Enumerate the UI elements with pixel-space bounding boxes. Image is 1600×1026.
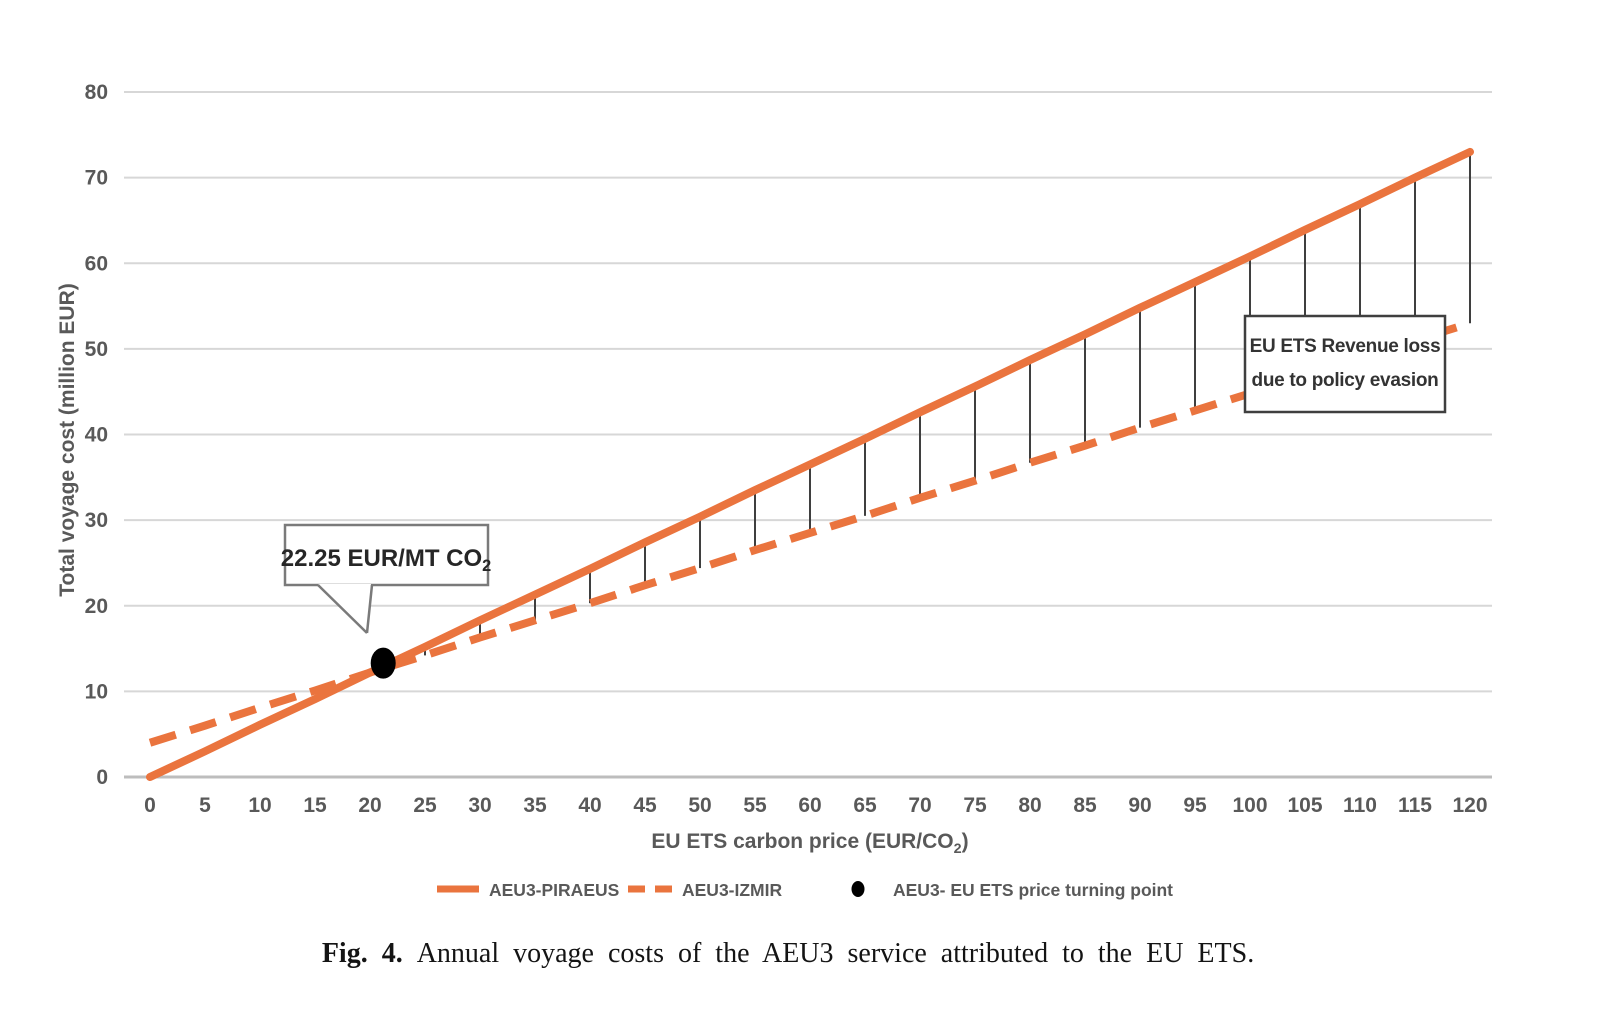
revenue-loss-box (1243, 314, 1447, 414)
y-tick-label: 10 (85, 680, 108, 703)
x-tick-label: 15 (303, 794, 327, 817)
price-callout-box (283, 523, 490, 587)
x-tick-label: 10 (248, 794, 271, 817)
x-tick-label: 20 (358, 794, 381, 817)
x-tick-label: 80 (1018, 794, 1041, 817)
x-tick-label: 90 (1128, 794, 1151, 817)
y-tick-label: 70 (85, 167, 108, 190)
x-tick-label: 55 (743, 794, 767, 817)
turning-point-dot (370, 647, 396, 679)
y-tick-label: 40 (85, 424, 108, 447)
x-axis-title: EU ETS carbon price (EUR/CO2) (651, 830, 968, 857)
x-tick-label: 45 (633, 794, 657, 817)
x-tick-label: 120 (1452, 794, 1487, 817)
price-callout-tail-fill (318, 584, 371, 631)
x-tick-label: 35 (523, 794, 547, 817)
revenue-loss-box-line1: EU ETS Revenue loss (1250, 336, 1441, 357)
figure-caption: Fig. 4. Annual voyage costs of the AEU3 s… (0, 938, 1588, 970)
x-tick-label: 60 (798, 794, 821, 817)
figure-caption-label: Fig. 4. (321, 938, 403, 969)
y-tick-label: 0 (96, 766, 108, 789)
x-tick-label: 30 (468, 794, 491, 817)
x-tick-label: 0 (144, 794, 156, 817)
chart-canvas: 0 10 20 30 40 50 60 70 80 0 5 10 15 20 25 30 35 40 45 50 55 6… (56, 81, 1492, 900)
x-tick-label: 85 (1073, 794, 1097, 817)
y-axis-title: Total voyage cost (million EUR) (56, 283, 79, 596)
price-callout-tail-edge (365, 584, 374, 634)
x-tick-label: 25 (413, 794, 437, 817)
x-tick-label: 40 (578, 794, 601, 817)
y-tick-label: 30 (85, 509, 108, 532)
y-tick-label: 50 (85, 338, 108, 361)
x-tick-label: 100 (1232, 794, 1267, 817)
x-tick-label: 75 (963, 794, 987, 817)
x-tick-label: 110 (1343, 794, 1377, 817)
legend-label-turning-point: AEU3- EU ETS price turning point (893, 880, 1173, 900)
revenue-loss-box-line2: due to policy evasion (1252, 370, 1439, 391)
series-line-aeu3-piraeus (146, 147, 1474, 781)
x-tick-label: 70 (908, 794, 931, 817)
x-tick-label: 105 (1287, 794, 1322, 817)
figure-caption-text: Annual voyage costs of the AEU3 service … (416, 938, 1255, 969)
y-tick-label: 60 (85, 252, 108, 275)
x-tick-label: 65 (853, 794, 877, 817)
price-callout-label: 22.25 EUR/MT CO2 (281, 545, 491, 575)
y-tick-label: 20 (85, 595, 108, 618)
x-tick-label: 5 (199, 794, 211, 817)
price-callout-tail-edge (317, 584, 368, 634)
y-tick-label: 80 (85, 81, 108, 104)
legend-label-aeu3-piraeus: AEU3-PIRAEUS (489, 880, 619, 900)
x-tick-label: 95 (1183, 794, 1207, 817)
x-tick-label: 115 (1398, 794, 1432, 817)
x-tick-label: 50 (688, 794, 711, 817)
legend-swatch-dot (851, 881, 865, 897)
legend-label-aeu3-izmir: AEU3-IZMIR (682, 880, 783, 900)
